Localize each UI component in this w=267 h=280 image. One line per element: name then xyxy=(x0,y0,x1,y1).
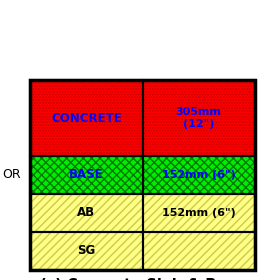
Bar xyxy=(143,194,255,232)
Bar xyxy=(143,156,255,194)
Bar xyxy=(30,156,143,194)
Bar xyxy=(143,80,255,156)
Bar xyxy=(30,232,143,270)
Text: OR: OR xyxy=(3,169,21,181)
Text: BASE: BASE xyxy=(69,169,104,181)
Bar xyxy=(30,194,143,232)
Bar xyxy=(30,232,143,270)
Bar xyxy=(30,156,143,194)
Bar xyxy=(143,232,255,270)
Bar xyxy=(143,80,255,156)
Bar xyxy=(30,80,143,156)
Text: SG: SG xyxy=(77,244,95,258)
Text: AB: AB xyxy=(77,207,95,220)
Text: 305mm
(12"): 305mm (12") xyxy=(176,107,222,129)
Bar xyxy=(30,194,143,232)
Bar xyxy=(143,80,255,156)
Bar xyxy=(30,80,143,156)
Text: 152mm (6"): 152mm (6") xyxy=(162,208,235,218)
Bar xyxy=(143,194,255,232)
Text: CONCRETE: CONCRETE xyxy=(51,111,122,125)
Text: 152mm (6"): 152mm (6") xyxy=(162,170,235,180)
Bar xyxy=(30,232,143,270)
Bar xyxy=(143,232,255,270)
Bar xyxy=(30,194,143,232)
Bar xyxy=(30,156,143,194)
Text: (c) Concrete Slab & Base
Reconstruction: (c) Concrete Slab & Base Reconstruction xyxy=(40,278,245,280)
Bar xyxy=(30,80,143,156)
Bar xyxy=(143,156,255,194)
Bar xyxy=(30,80,255,270)
Bar xyxy=(143,194,255,232)
Bar xyxy=(143,156,255,194)
Bar xyxy=(143,232,255,270)
